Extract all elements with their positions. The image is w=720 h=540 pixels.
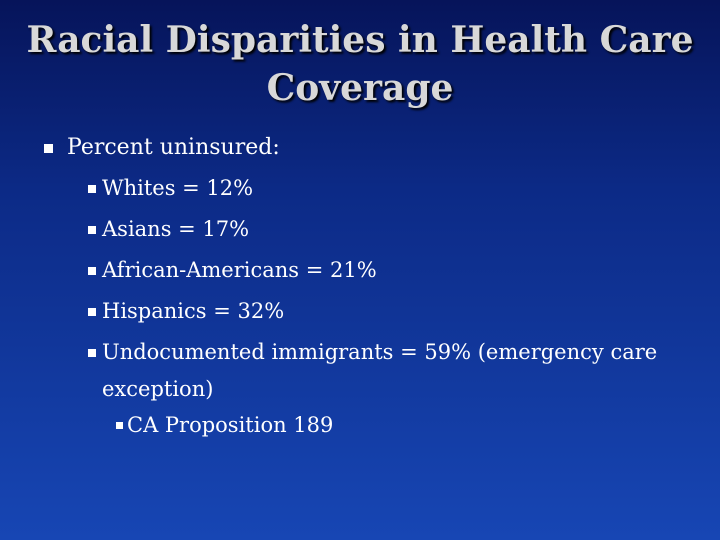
bullet-text: Asians = 17% [102,217,250,241]
bullet-text: CA Proposition 189 [127,413,334,437]
square-bullet-icon [88,349,96,357]
square-bullet-icon [88,185,96,193]
bullet-undocumented-immigrants: Undocumented immigrants = 59% (emergency… [88,334,688,408]
square-bullet-icon [88,267,96,275]
square-bullet-icon [88,308,96,316]
bullet-whites: Whites = 12% [88,170,253,207]
bullet-hispanics: Hispanics = 32% [88,293,284,330]
slide-title: Racial Disparities in Health Care Covera… [20,16,700,112]
bullet-ca-proposition: CA Proposition 189 [116,407,333,444]
bullet-text: African-Americans = 21% [102,258,377,282]
bullet-text: Percent uninsured: [67,135,280,160]
bullet-text: Whites = 12% [102,176,254,200]
square-bullet-icon [116,422,123,429]
bullet-text: Hispanics = 32% [102,299,285,323]
square-bullet-icon [44,144,53,153]
bullet-african-americans: African-Americans = 21% [88,252,377,289]
slide-title-line-1: Racial Disparities in Health Care [26,19,694,61]
square-bullet-icon [88,226,96,234]
slide-title-line-2: Coverage [266,67,454,109]
bullet-asians: Asians = 17% [88,211,249,248]
bullet-text: Undocumented immigrants = 59% (emergency… [102,340,658,401]
bullet-percent-uninsured: Percent uninsured: [44,129,280,166]
